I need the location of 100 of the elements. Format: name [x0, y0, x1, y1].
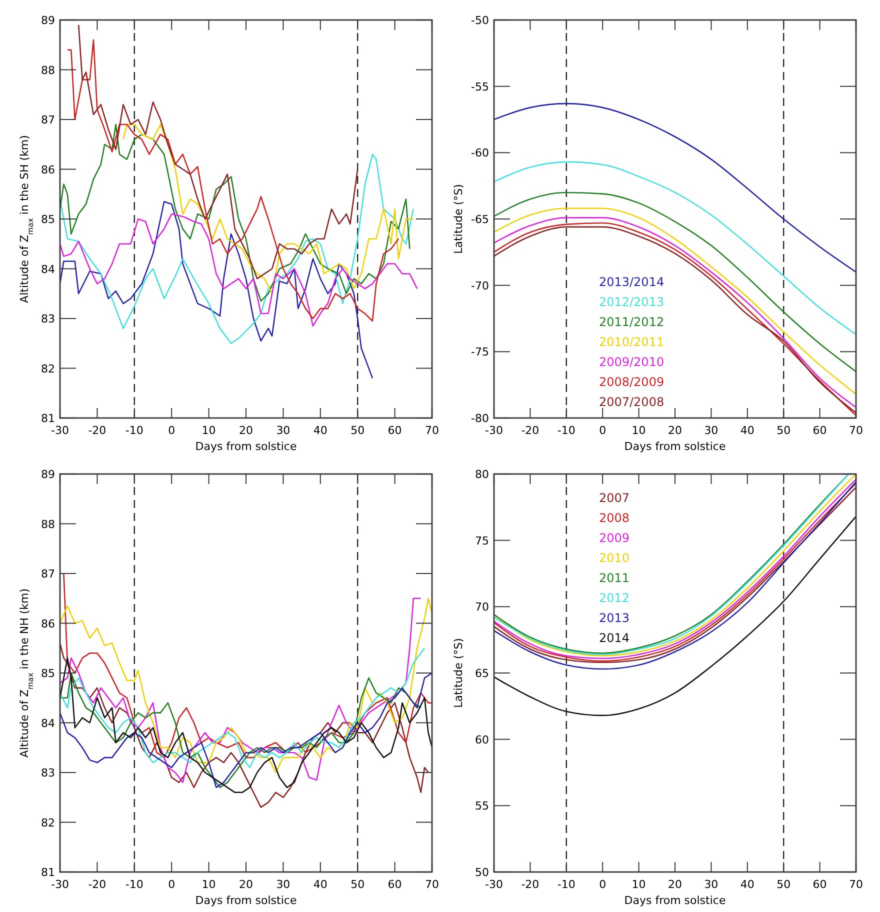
line-series: [60, 647, 426, 768]
line-series: [494, 102, 856, 273]
x-tick-label: 0: [168, 878, 176, 891]
x-tick-label: -10: [125, 878, 144, 891]
line-series: [494, 161, 856, 336]
x-tick-label: 50: [350, 878, 365, 891]
y-tick-label: 81: [41, 412, 55, 425]
line-series: [60, 154, 414, 344]
y-tick-label: 83: [41, 312, 55, 326]
x-tick-label: 50: [350, 424, 365, 437]
y-tick-label: 82: [41, 362, 55, 376]
y-tick-label: 85: [41, 213, 55, 226]
line-series: [60, 213, 418, 327]
y-tick-label: 50: [475, 866, 489, 879]
x-tick-label: 10: [632, 878, 646, 891]
x-tick-label: -30: [51, 878, 69, 891]
x-tick-label: 0: [168, 424, 176, 437]
x-axis-title: Days from solstice: [195, 894, 297, 907]
text: 2009/2010: [598, 355, 664, 369]
x-tick-label: 30: [704, 424, 718, 437]
y-tick-label: 84: [41, 716, 55, 730]
x-axis-title: Days from solstice: [624, 440, 726, 453]
text: 2007/2008: [598, 395, 664, 409]
y-tick-label: -55: [471, 80, 489, 94]
x-tick-label: 30: [276, 424, 290, 437]
text: 2010/2011: [598, 335, 664, 349]
line-series: [60, 200, 374, 379]
y-tick-label: 89: [41, 468, 55, 481]
x-tick-label: -20: [88, 424, 106, 437]
y-tick-label: 65: [475, 667, 489, 680]
x-tick-label: 20: [239, 878, 253, 891]
x-axis-title: Days from solstice: [195, 440, 297, 453]
x-tick-label: 60: [388, 878, 402, 891]
text: 2012/2013: [598, 295, 664, 309]
x-tick-label: 60: [812, 878, 827, 891]
y-tick-label: -60: [471, 146, 489, 160]
x-tick-label: 40: [740, 878, 754, 891]
text: 2007: [598, 491, 630, 505]
y-tick-label: 55: [475, 800, 489, 813]
y-tick-label: 88: [41, 518, 55, 531]
text: 2012: [598, 591, 630, 605]
x-tick-label: 40: [313, 424, 328, 437]
text: 2010: [598, 551, 630, 565]
y-tick-label: 83: [41, 766, 55, 780]
text: 2009: [598, 531, 630, 545]
y-tick-label: -75: [471, 346, 489, 359]
x-tick-label: -20: [88, 878, 106, 891]
x-tick-label: 40: [313, 878, 328, 891]
line-series: [66, 39, 400, 322]
x-tick-label: 40: [740, 424, 754, 437]
x-tick-label: 50: [776, 424, 791, 437]
x-tick-label: -10: [125, 424, 144, 437]
x-tick-label: 10: [202, 424, 216, 437]
y-tick-label: -50: [471, 14, 489, 27]
y-axis-title: Latitude (°S): [452, 638, 465, 708]
x-tick-label: 50: [776, 878, 791, 891]
line-series: [78, 24, 358, 280]
text: 2008/2009: [598, 375, 664, 389]
y-tick-label: 86: [41, 163, 55, 176]
x-tick-label: -30: [485, 878, 503, 891]
text: 2011/2012: [598, 315, 664, 329]
line-series: [63, 572, 432, 758]
x-tick-label: 60: [812, 424, 827, 437]
y-tick-label: 87: [41, 568, 55, 580]
y-tick-label: 81: [41, 866, 55, 879]
x-axis-title: Days from solstice: [624, 894, 726, 907]
x-tick-label: 20: [668, 878, 682, 891]
x-tick-label: -30: [485, 424, 503, 437]
y-tick-label: 60: [475, 733, 489, 746]
y-tick-label: 82: [41, 816, 55, 830]
y-tick-label: 75: [475, 534, 489, 548]
line-series: [60, 124, 410, 302]
x-tick-label: -10: [557, 878, 576, 891]
x-tick-label: 30: [276, 878, 290, 891]
line-series: [122, 124, 414, 294]
y-tick-label: -70: [471, 279, 489, 292]
x-tick-label: 70: [425, 878, 439, 891]
text: 2008: [598, 511, 630, 525]
line-series: [60, 642, 429, 808]
x-tick-label: -20: [521, 424, 540, 437]
y-tick-label: -65: [471, 213, 489, 226]
text: 2011: [598, 571, 630, 585]
x-tick-label: 30: [704, 878, 718, 891]
x-tick-label: 70: [849, 878, 863, 891]
line-series: [494, 192, 856, 372]
x-tick-label: 70: [849, 424, 863, 437]
x-tick-label: 70: [425, 424, 439, 437]
x-tick-label: 0: [599, 878, 606, 891]
y-tick-label: 86: [41, 617, 55, 630]
x-tick-label: 10: [202, 878, 216, 891]
y-tick-label: -80: [471, 412, 489, 425]
text: 2013/2014: [598, 275, 664, 289]
x-tick-label: -30: [51, 424, 69, 437]
x-tick-label: 20: [239, 424, 253, 437]
y-tick-label: 89: [41, 14, 55, 27]
x-tick-label: 20: [668, 424, 682, 437]
x-tick-label: 60: [388, 424, 402, 437]
x-tick-label: 0: [599, 424, 606, 437]
y-tick-label: 84: [41, 262, 55, 276]
y-tick-label: 88: [41, 64, 55, 77]
